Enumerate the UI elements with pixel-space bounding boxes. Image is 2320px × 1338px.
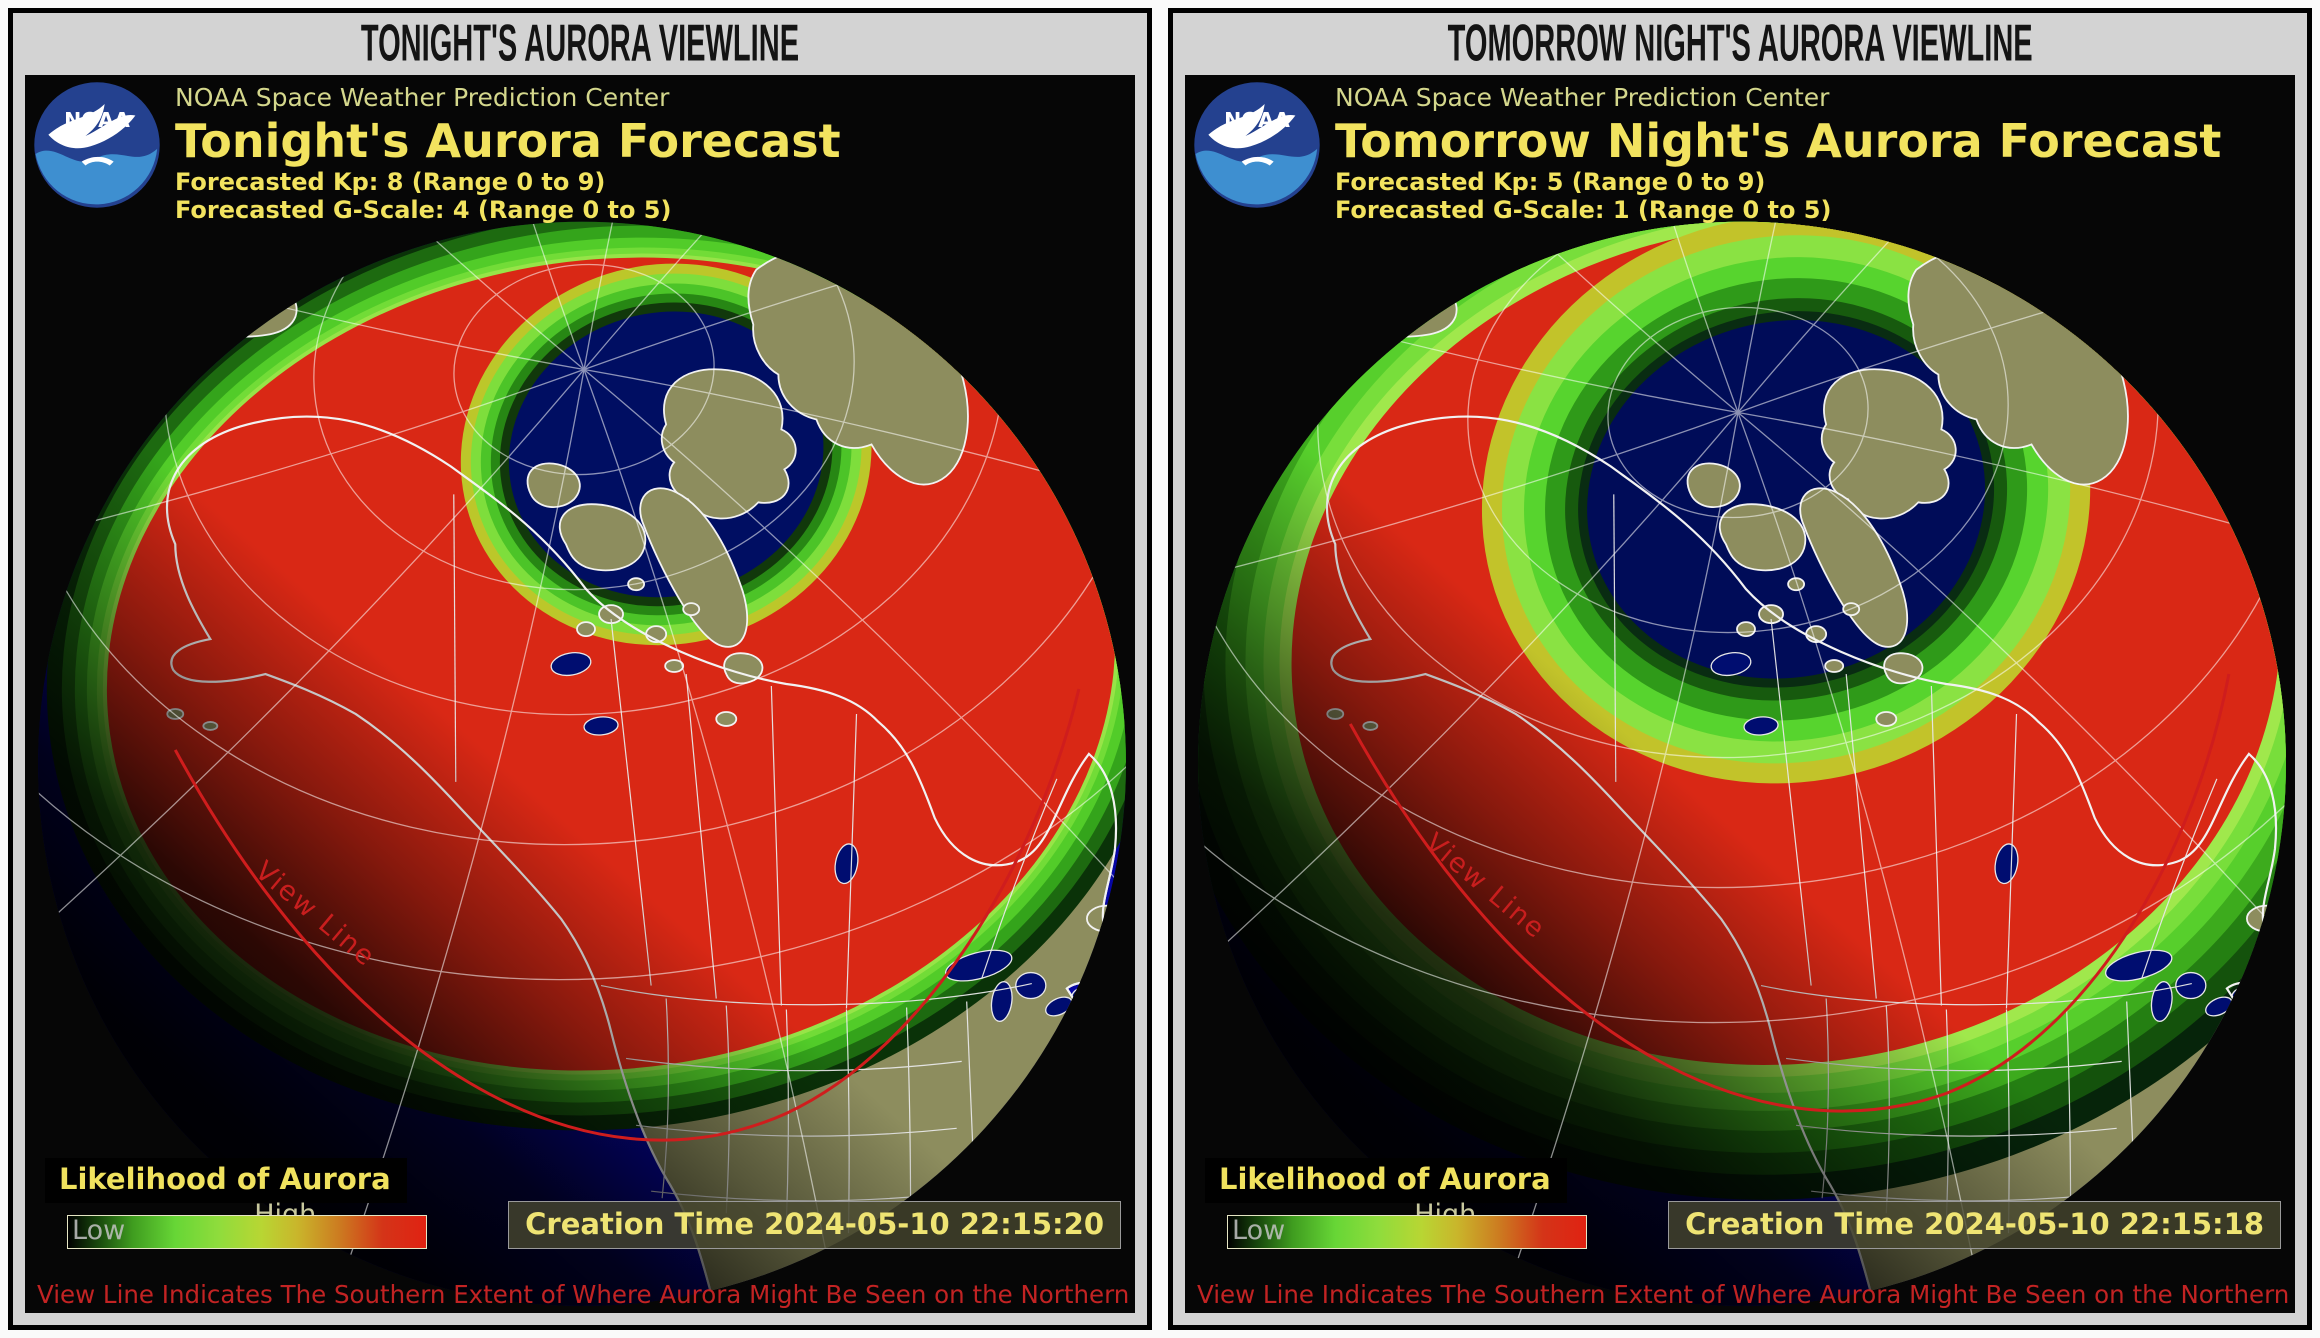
aurora-map: View Line NOAA NOAA Space Weather Predic… xyxy=(1185,75,2295,1313)
view-line xyxy=(1348,673,2231,1113)
legend-title: Likelihood of Aurora xyxy=(45,1158,407,1203)
forecast-title: Tomorrow Night's Aurora Forecast xyxy=(1335,114,2222,168)
night-shadow xyxy=(38,221,1126,1307)
likelihood-legend: Likelihood of Aurora High Low xyxy=(1205,1158,1587,1249)
creation-time: Creation Time 2024-05-10 22:15:20 xyxy=(508,1201,1121,1249)
creation-time: Creation Time 2024-05-10 22:15:18 xyxy=(1668,1201,2281,1249)
legend-title: Likelihood of Aurora xyxy=(1205,1158,1567,1203)
legend-gradient xyxy=(1227,1215,1587,1249)
forecast-title: Tonight's Aurora Forecast xyxy=(175,114,841,168)
panel-titlebar: TONIGHT'S AURORA VIEWLINE xyxy=(13,13,1147,75)
noaa-logo-text: NOAA xyxy=(64,108,130,132)
noaa-logo-text: NOAA xyxy=(1224,108,1290,132)
panel-title: TONIGHT'S AURORA VIEWLINE xyxy=(360,14,800,73)
night-shadow xyxy=(1198,221,2286,1307)
kp-forecast-line: Forecasted Kp: 8 (Range 0 to 9) xyxy=(175,167,606,196)
view-line-footnote: View Line Indicates The Southern Extent … xyxy=(37,1280,1135,1309)
panel-tonight: TONIGHT'S AURORA VIEWLINE View Line NOAA… xyxy=(8,8,1152,1330)
panel-title: TOMORROW NIGHT'S AURORA VIEWLINE xyxy=(1447,14,2033,73)
graticule xyxy=(1198,221,2286,1307)
globe-map: View Line xyxy=(38,221,1126,1307)
noaa-logo-icon: NOAA xyxy=(1194,82,1320,208)
map-header: NOAA NOAA Space Weather Prediction Cente… xyxy=(1193,81,2221,224)
agency-name: NOAA Space Weather Prediction Center xyxy=(1335,83,1830,112)
legend-gradient-bar: High Low xyxy=(1227,1199,1587,1249)
aurora-map: View Line NOAA NOAA Space Weather Predic… xyxy=(25,75,1135,1313)
legend-low-label: Low xyxy=(1232,1215,1286,1246)
panel-tomorrow: TOMORROW NIGHT'S AURORA VIEWLINE View Li… xyxy=(1168,8,2312,1330)
map-header: NOAA NOAA Space Weather Prediction Cente… xyxy=(33,81,841,224)
legend-low-label: Low xyxy=(72,1215,126,1246)
gscale-forecast-line: Forecasted G-Scale: 1 (Range 0 to 5) xyxy=(1335,195,1832,224)
legend-gradient-bar: High Low xyxy=(67,1199,427,1249)
noaa-logo-icon: NOAA xyxy=(34,82,160,208)
agency-name: NOAA Space Weather Prediction Center xyxy=(175,83,670,112)
kp-forecast-line: Forecasted Kp: 5 (Range 0 to 9) xyxy=(1335,167,1766,196)
globe-map: View Line xyxy=(1198,221,2286,1307)
gscale-forecast-line: Forecasted G-Scale: 4 (Range 0 to 5) xyxy=(175,195,672,224)
panel-titlebar: TOMORROW NIGHT'S AURORA VIEWLINE xyxy=(1173,13,2307,75)
view-line-footnote: View Line Indicates The Southern Extent … xyxy=(1197,1280,2295,1309)
view-line xyxy=(173,688,1081,1142)
legend-gradient xyxy=(67,1215,427,1249)
likelihood-legend: Likelihood of Aurora High Low xyxy=(45,1158,427,1249)
